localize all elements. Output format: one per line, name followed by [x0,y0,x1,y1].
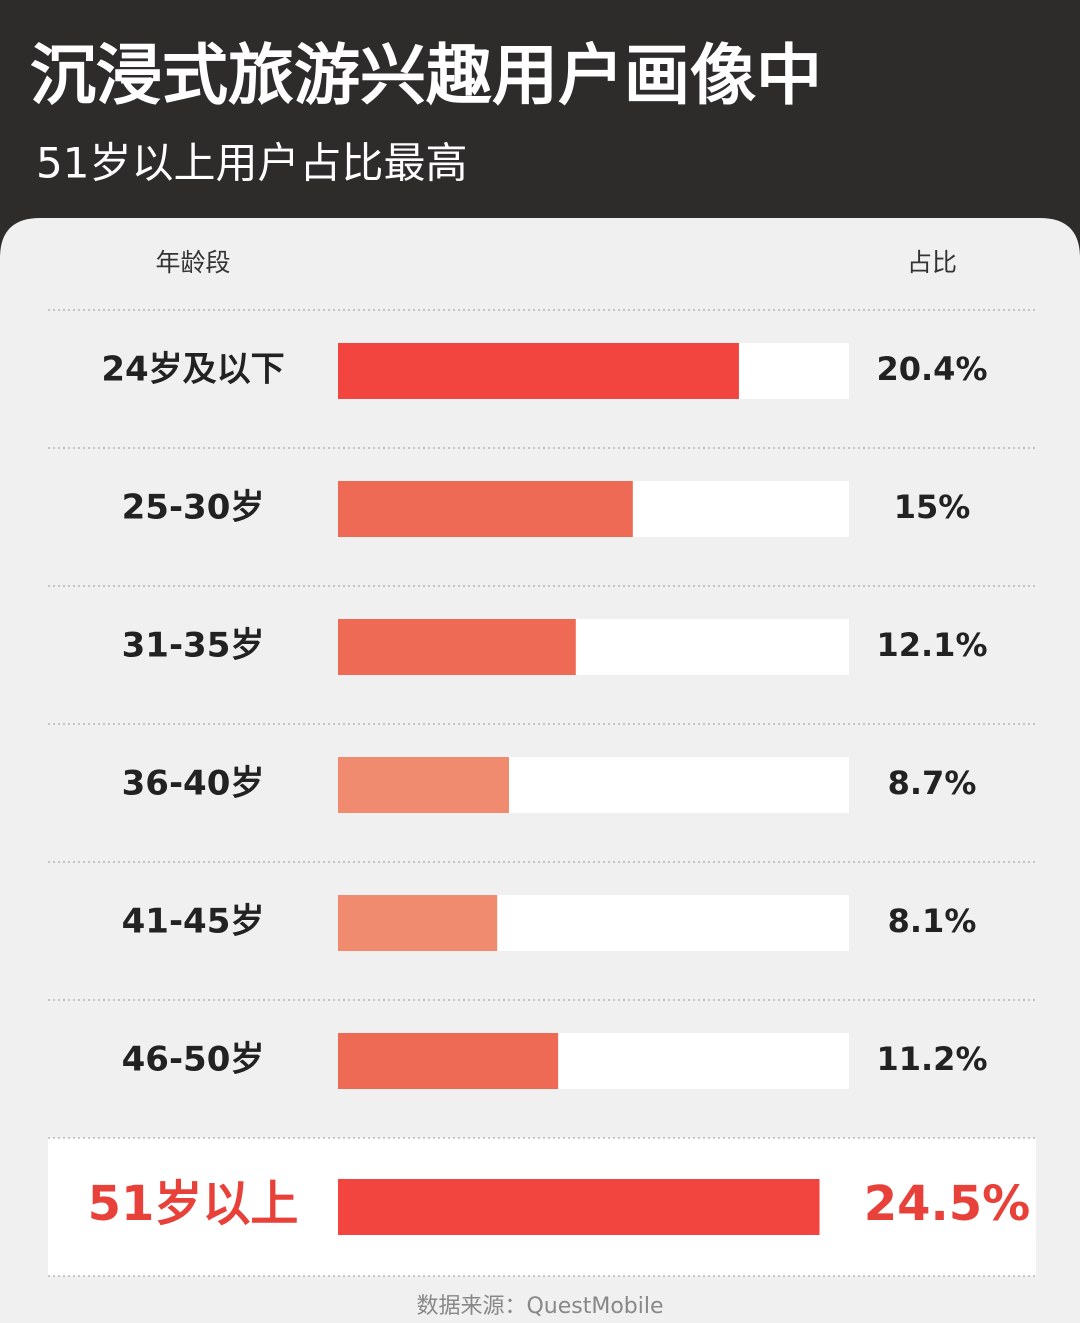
category-label: 25-30岁 [122,488,265,528]
bar [338,343,739,399]
bar [338,1033,559,1089]
category-label: 51岁以上 [88,1176,299,1232]
value-label: 11.2% [876,1040,987,1078]
value-label: 8.1% [888,902,977,940]
chart-title: 沉浸式旅游兴趣用户画像中 [30,37,822,114]
source-note: 数据来源：QuestMobile [416,1294,663,1319]
value-label: 24.5% [864,1176,1031,1232]
value-label: 20.4% [876,350,987,388]
chart-subtitle: 51岁以上用户占比最高 [36,139,467,188]
category-label: 46-50岁 [122,1040,265,1080]
category-header: 年龄段 [155,248,230,277]
bar [338,619,576,675]
category-label: 36-40岁 [122,764,265,804]
bar [338,1179,820,1235]
value-label: 12.1% [876,626,987,664]
category-label: 41-45岁 [122,902,265,942]
category-label: 24岁及以下 [101,350,284,390]
value-label: 15% [894,488,971,526]
bar [338,757,509,813]
value-header: 占比 [907,248,957,277]
category-label: 31-35岁 [122,626,265,666]
bar [338,895,498,951]
bar [338,481,633,537]
value-label: 8.7% [888,764,977,802]
